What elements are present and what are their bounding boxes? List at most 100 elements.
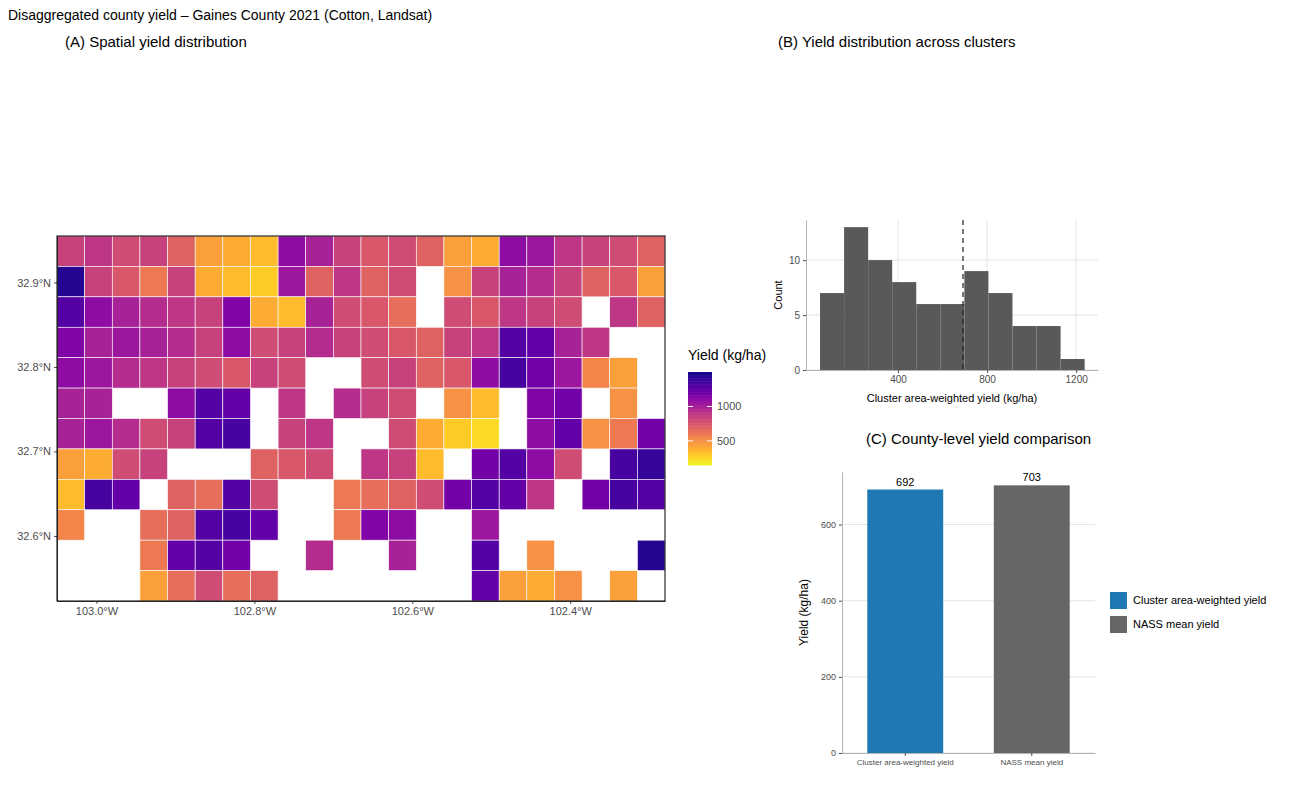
yield-cell — [472, 571, 500, 601]
grid — [806, 220, 1098, 370]
yield-cell — [361, 358, 389, 388]
bars — [867, 485, 1069, 753]
tick-label: 102.4°W — [550, 605, 593, 617]
yield-cell — [554, 266, 582, 296]
yield-cell — [57, 236, 85, 266]
yield-cell — [57, 510, 85, 540]
yield-cell — [582, 479, 610, 509]
yield-cell — [223, 327, 251, 357]
yield-cell — [168, 479, 196, 509]
yield-cell — [444, 297, 472, 327]
colorbar-tick — [688, 406, 693, 407]
yield-cell — [499, 236, 527, 266]
tick-label: Cluster area-weighted yield — [857, 758, 954, 767]
yield-cell — [637, 236, 665, 266]
figure: Disaggregated county yield – Gaines Coun… — [0, 0, 1294, 790]
yield-cell — [278, 236, 306, 266]
tick: 0 — [831, 748, 842, 758]
yield-cell — [306, 236, 334, 266]
yield-cell — [610, 297, 638, 327]
yield-cell — [85, 479, 113, 509]
yield-cell — [527, 540, 555, 570]
yield-cell — [499, 327, 527, 357]
yield-cell — [168, 419, 196, 449]
yield-cell — [140, 358, 168, 388]
x-axis-title: Cluster area-weighted yield (kg/ha) — [867, 392, 1038, 404]
yield-cell — [278, 266, 306, 296]
yield-cell — [168, 327, 196, 357]
tick-mark — [839, 601, 842, 602]
yield-cell — [444, 388, 472, 418]
tick-label: 0 — [794, 365, 800, 376]
reference-line — [962, 220, 963, 370]
tick: 400 — [890, 370, 907, 385]
yield-cell — [223, 266, 251, 296]
yield-cell — [361, 479, 389, 509]
yield-cell — [582, 236, 610, 266]
axis-line — [806, 221, 807, 371]
tick-label: 1200 — [1066, 374, 1089, 385]
yield-cell — [85, 419, 113, 449]
yield-cell — [195, 419, 223, 449]
grid-line — [1076, 220, 1077, 370]
yield-cell — [527, 571, 555, 601]
tick: 400 — [821, 596, 842, 606]
yield-cell — [168, 358, 196, 388]
yield-cell — [610, 571, 638, 601]
yield-cell — [278, 297, 306, 327]
yield-cell — [85, 236, 113, 266]
tick-label: 0 — [831, 748, 836, 758]
yield-cell — [361, 327, 389, 357]
yield-cell — [168, 236, 196, 266]
panel-title: (A) Spatial yield distribution — [65, 33, 247, 50]
histogram-bar — [1061, 359, 1085, 370]
yield-cell — [416, 419, 444, 449]
yield-cell — [637, 479, 665, 509]
yield-cell — [582, 419, 610, 449]
yield-cell — [637, 419, 665, 449]
yield-cell — [168, 571, 196, 601]
yield-cell — [499, 266, 527, 296]
yield-cell — [223, 419, 251, 449]
yield-cell — [112, 327, 140, 357]
figure-title: Disaggregated county yield – Gaines Coun… — [8, 7, 432, 23]
tick: 103.0°W — [76, 601, 119, 617]
tick-label: 200 — [821, 672, 836, 682]
yield-cell — [499, 297, 527, 327]
yield-cell — [499, 449, 527, 479]
yield-cell — [610, 479, 638, 509]
yield-cell — [361, 388, 389, 418]
histogram-bar — [892, 282, 916, 370]
yield-cell — [499, 358, 527, 388]
tick-mark — [905, 753, 906, 756]
tick: Cluster area-weighted yield — [857, 753, 954, 767]
histogram-bar — [844, 227, 868, 370]
yield-cell — [306, 266, 334, 296]
yield-cell — [610, 419, 638, 449]
yield-cell — [223, 479, 251, 509]
yield-cell — [333, 510, 361, 540]
bar — [867, 490, 943, 753]
yield-cell — [416, 449, 444, 479]
yield-cell — [554, 419, 582, 449]
data-label: 692 — [896, 476, 914, 488]
colorbar: Yield (kg/ha)5001000 — [688, 347, 766, 466]
histogram-bar — [964, 271, 988, 370]
yield-cell — [223, 388, 251, 418]
yield-cell — [168, 388, 196, 418]
yield-cell — [610, 388, 638, 418]
yield-cell — [250, 479, 278, 509]
yield-cell — [85, 358, 113, 388]
yield-cell — [85, 327, 113, 357]
colorbar-tick — [707, 406, 712, 407]
yield-cell — [140, 236, 168, 266]
tick-mark — [839, 677, 842, 678]
yield-cell — [250, 358, 278, 388]
panel-title: (B) Yield distribution across clusters — [778, 33, 1016, 50]
tick-label: 103.0°W — [76, 605, 119, 617]
tick-mark — [1076, 370, 1077, 373]
yield-cell — [57, 327, 85, 357]
tick-label: 32.8°N — [17, 361, 51, 373]
yield-cell — [306, 419, 334, 449]
yield-cell — [223, 571, 251, 601]
